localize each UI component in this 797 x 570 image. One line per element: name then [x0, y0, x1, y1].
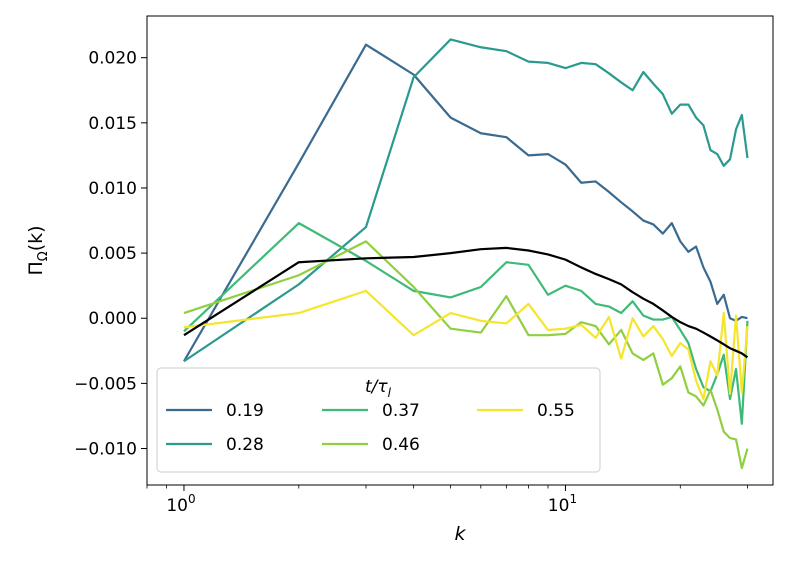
plot-frame [146, 15, 774, 486]
series-line-0.28 [183, 38, 749, 363]
legend: t/τl 0.19 0.28 0.37 0.46 0.55 [156, 367, 601, 473]
y-tick-label: −0.005 [74, 374, 137, 394]
series-line-0.55 [183, 289, 749, 401]
series-line-mean [183, 246, 749, 359]
series-line-0.19 [183, 43, 748, 362]
legend-box [156, 367, 601, 473]
series-line-0.46 [183, 240, 749, 470]
y-tick-label: 0.000 [88, 309, 137, 329]
x-axis-label: k [454, 523, 466, 545]
legend-label-0.19: 0.19 [226, 401, 264, 421]
series-lines [183, 38, 749, 470]
legend-label-0.46: 0.46 [382, 435, 420, 455]
y-tick-label: 0.020 [88, 49, 137, 69]
y-tick-label: −0.010 [74, 440, 137, 460]
y-axis-label-text: ΠΩ(k) [25, 225, 51, 275]
axis-ticks: 0.0200.0150.0100.0050.000−0.005−0.010100… [74, 49, 748, 516]
y-tick-label: 0.015 [88, 114, 137, 134]
y-tick-label: 0.010 [88, 179, 137, 199]
y-axis-label: ΠΩ(k) [25, 225, 51, 275]
legend-label-0.28: 0.28 [226, 435, 264, 455]
legend-label-0.37: 0.37 [382, 401, 420, 421]
legend-label-0.55: 0.55 [537, 401, 575, 421]
legend-title: t/τl [365, 377, 392, 400]
y-tick-label: 0.005 [88, 244, 137, 264]
